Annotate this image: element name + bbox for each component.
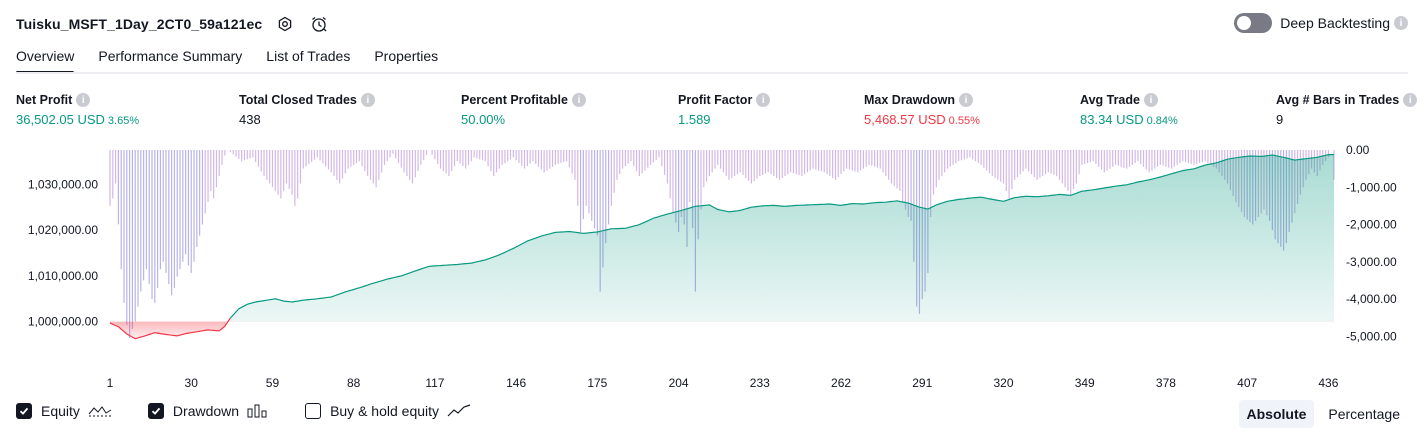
x-axis-tick-label: 436 <box>1318 376 1338 390</box>
equity-line-icon <box>88 404 112 418</box>
tab-performance-summary[interactable]: Performance Summary <box>98 48 243 64</box>
info-icon[interactable]: i <box>1403 93 1418 107</box>
x-axis-tick-label: 262 <box>831 376 851 390</box>
left-axis-tick-label: 1,000,000.00 <box>28 315 98 329</box>
legend-equity[interactable]: Equity <box>16 403 112 419</box>
metric-value: 9 <box>1276 112 1284 127</box>
tab-divider <box>16 72 1408 74</box>
metric-label: Percent Profitable <box>461 93 568 107</box>
percentage-button[interactable]: Percentage <box>1328 406 1400 422</box>
x-axis-tick-label: 349 <box>1075 376 1095 390</box>
tab-bar: Overview Performance Summary List of Tra… <box>16 48 462 74</box>
x-axis-tick-label: 117 <box>425 376 444 390</box>
equity-area-down <box>110 321 1334 339</box>
metric-label: Total Closed Trades <box>239 93 357 107</box>
x-axis-tick-label: 146 <box>506 376 526 390</box>
right-axis-tick-label: -2,000.00 <box>1346 218 1397 232</box>
metric-profit-factor: Profit Factor i 1.589 <box>678 93 771 127</box>
legend-equity-label: Equity <box>41 403 80 419</box>
settings-icon[interactable] <box>276 15 294 33</box>
alarm-clock-icon[interactable] <box>310 15 328 33</box>
metric-percent: 0.55% <box>948 115 980 127</box>
right-axis-tick-label: -1,000.00 <box>1346 180 1397 194</box>
equity-line <box>229 154 1334 319</box>
equity-checkbox[interactable] <box>16 403 32 419</box>
info-icon[interactable]: i <box>756 93 771 107</box>
metric-avg-trade: Avg Trade i 83.34 USD 0.84% <box>1080 93 1178 127</box>
x-axis-tick-label: 204 <box>669 376 689 390</box>
legend-buy-hold-label: Buy & hold equity <box>330 403 440 419</box>
deep-backtesting: Deep Backtesting i <box>1234 13 1408 33</box>
info-icon[interactable]: i <box>76 93 91 107</box>
right-axis-tick-label: -3,000.00 <box>1346 255 1397 269</box>
metric-label: Avg Trade <box>1080 93 1140 107</box>
tab-overview[interactable]: Overview <box>16 48 75 74</box>
info-icon[interactable]: i <box>1143 93 1158 107</box>
metric-label: Avg # Bars in Trades <box>1276 93 1400 107</box>
equity-line <box>109 317 231 340</box>
x-axis-tick-label: 407 <box>1237 376 1257 390</box>
metric-percent: 3.65% <box>107 115 140 127</box>
x-axis-tick-label: 30 <box>185 376 199 390</box>
x-axis-tick-label: 233 <box>750 376 770 390</box>
metric-label: Profit Factor <box>678 93 753 107</box>
left-axis-tick-label: 1,010,000.00 <box>28 269 98 283</box>
chart-legend: Equity Drawdown Buy & hold equity <box>16 403 507 419</box>
x-axis-tick-label: 320 <box>993 376 1013 390</box>
absolute-button[interactable]: Absolute <box>1238 400 1315 428</box>
info-icon[interactable]: i <box>1394 16 1408 30</box>
legend-drawdown[interactable]: Drawdown <box>147 403 269 419</box>
left-axis-tick-label: 1,030,000.00 <box>28 177 98 191</box>
drawdown-bars-icon <box>247 404 269 418</box>
metric-value: 438 <box>239 112 261 127</box>
x-axis-tick-label: 59 <box>266 376 280 390</box>
x-axis-tick-label: 175 <box>587 376 607 390</box>
info-icon[interactable]: i <box>959 93 973 107</box>
strategy-name: Tuisku_MSFT_1Day_2CT0_59a121ec <box>16 16 263 32</box>
drawdown-checkbox[interactable] <box>147 403 164 419</box>
buy-hold-checkbox[interactable] <box>305 403 322 419</box>
left-axis-tick-label: 1,020,000.00 <box>28 223 98 237</box>
view-toggle: Absolute Percentage <box>1233 400 1409 428</box>
info-icon[interactable]: i <box>571 93 586 107</box>
metric-value: 83.34 USD <box>1080 112 1144 127</box>
metric-avg-bars: Avg # Bars in Trades i 9 <box>1276 93 1418 127</box>
strategy-header: Tuisku_MSFT_1Day_2CT0_59a121ec <box>16 12 328 36</box>
metric-percent: 0.84% <box>1146 115 1178 127</box>
x-axis-tick-label: 1 <box>107 376 114 390</box>
x-axis-tick-label: 291 <box>912 376 932 390</box>
right-axis-tick-label: -5,000.00 <box>1346 329 1397 343</box>
metric-value: 36,502.05 USD <box>16 112 105 127</box>
x-axis-tick-label: 378 <box>1156 376 1176 390</box>
buy-hold-line-icon <box>447 404 471 418</box>
info-icon[interactable]: i <box>360 93 375 107</box>
legend-drawdown-label: Drawdown <box>172 403 240 419</box>
tab-properties[interactable]: Properties <box>374 48 439 64</box>
metric-total-closed-trades: Total Closed Trades i 438 <box>239 93 375 127</box>
right-axis-tick-label: -4,000.00 <box>1346 292 1397 306</box>
toggle-knob <box>1237 16 1252 30</box>
deep-backtesting-label: Deep Backtesting <box>1280 15 1390 31</box>
metric-value: 5,468.57 USD <box>864 112 946 127</box>
tab-list-of-trades[interactable]: List of Trades <box>266 48 351 64</box>
right-axis-tick-label: 0.00 <box>1346 143 1370 157</box>
x-axis-tick-label: 88 <box>347 376 361 390</box>
metric-net-profit: Net Profit i 36,502.05 USD 3.65% <box>16 93 139 127</box>
metric-value: 50.00% <box>461 112 506 127</box>
legend-buy-hold[interactable]: Buy & hold equity <box>305 403 471 419</box>
metric-value: 1.589 <box>678 112 711 127</box>
metric-percent-profitable: Percent Profitable i 50.00% <box>461 93 586 127</box>
metric-max-drawdown: Max Drawdown i 5,468.57 USD 0.55% <box>864 93 980 127</box>
metric-label: Net Profit <box>16 93 73 107</box>
equity-drawdown-chart[interactable]: 1,000,000.00 1,010,000.00 1,020,000.00 1,03… <box>0 140 1424 395</box>
deep-backtesting-toggle[interactable] <box>1234 13 1273 33</box>
metric-label: Max Drawdown <box>864 93 955 107</box>
